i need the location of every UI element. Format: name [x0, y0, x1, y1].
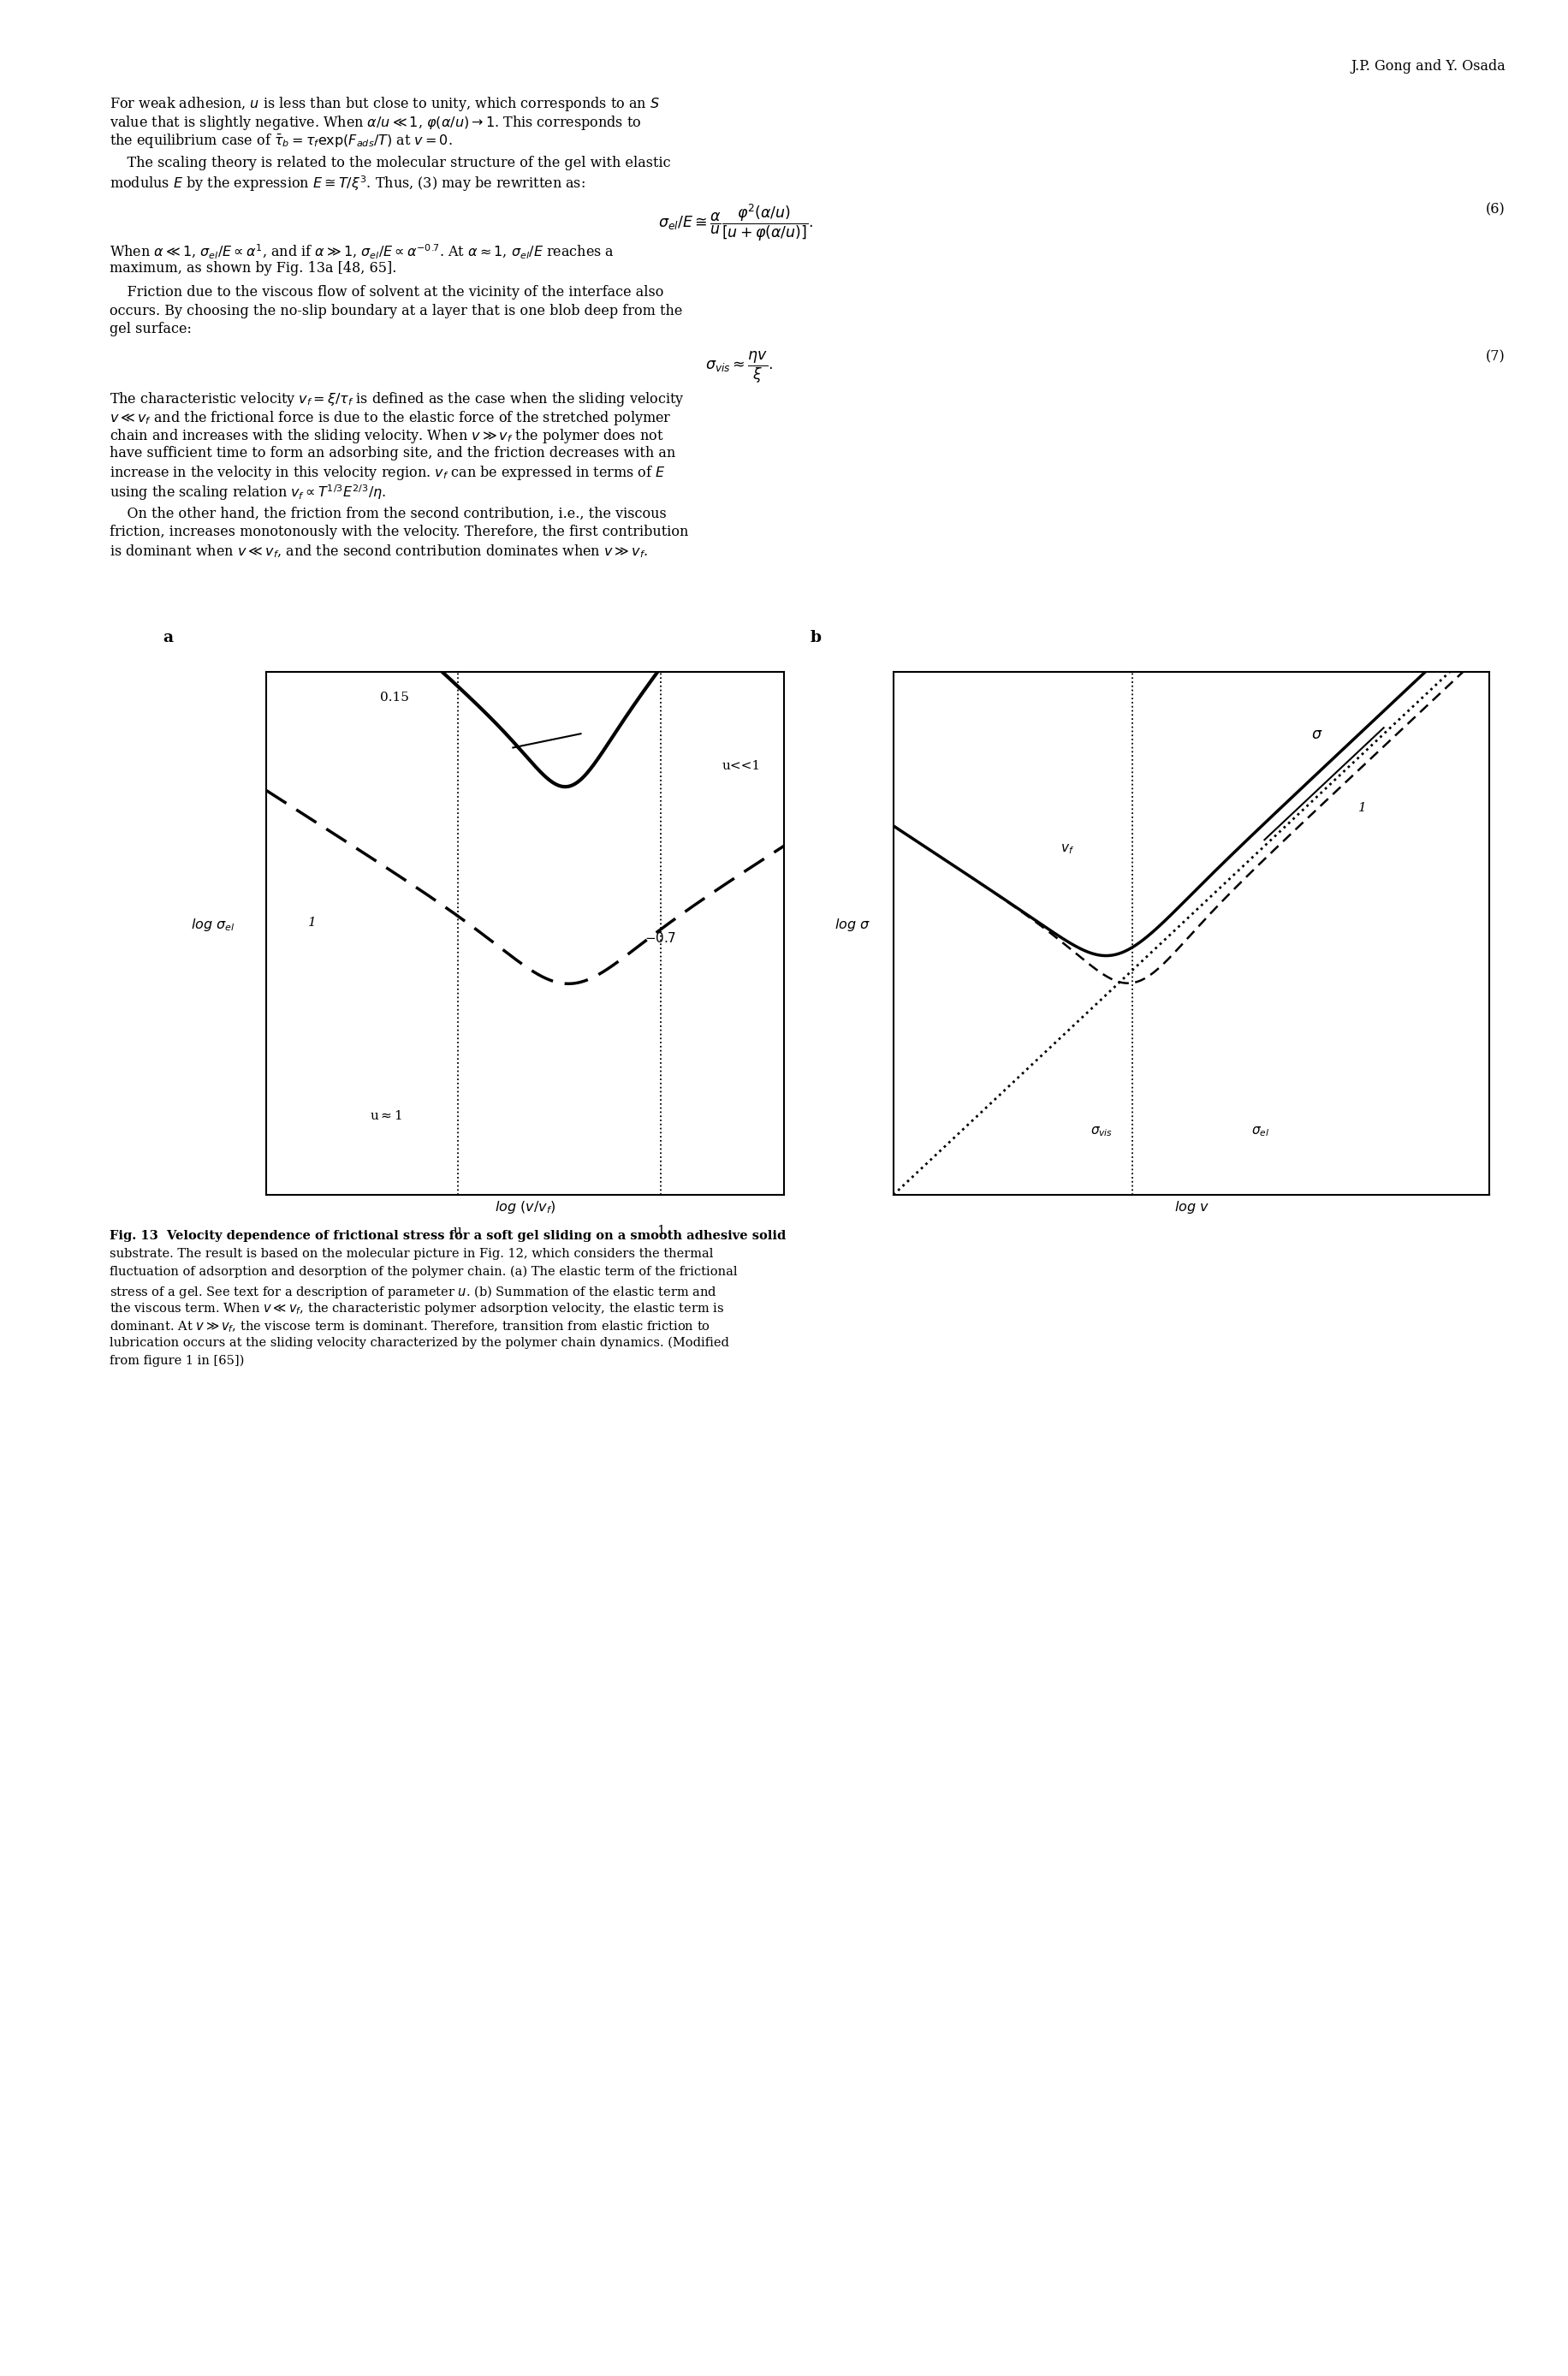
Text: 1: 1: [307, 917, 317, 929]
Text: $\sigma_{vis}$: $\sigma_{vis}$: [1090, 1126, 1113, 1138]
Text: Fig. 13  Velocity dependence of frictional stress for a soft gel sliding on a sm: Fig. 13 Velocity dependence of frictiona…: [110, 1231, 786, 1243]
Y-axis label: $log\ \sigma_{el}$: $log\ \sigma_{el}$: [191, 917, 235, 934]
Text: On the other hand, the friction from the second contribution, i.e., the viscous: On the other hand, the friction from the…: [110, 506, 666, 520]
Text: gel surface:: gel surface:: [110, 323, 191, 337]
Text: 0.15: 0.15: [381, 691, 409, 703]
Text: $\sigma_{el}$: $\sigma_{el}$: [1251, 1126, 1270, 1138]
Text: from figure 1 in [65]): from figure 1 in [65]): [110, 1354, 245, 1366]
Text: u<<1: u<<1: [721, 760, 760, 772]
Text: stress of a gel. See text for a description of parameter $u$. (b) Summation of t: stress of a gel. See text for a descript…: [110, 1283, 717, 1300]
Text: u: u: [453, 1226, 461, 1238]
Text: 1: 1: [1358, 801, 1367, 813]
Text: The characteristic velocity $v_f = \xi / \tau_f$ is defined as the case when the: The characteristic velocity $v_f = \xi /…: [110, 390, 685, 409]
Text: b: b: [811, 630, 822, 646]
Text: have sufficient time to form an adsorbing site, and the friction decreases with : have sufficient time to form an adsorbin…: [110, 447, 676, 461]
Text: $\sigma$: $\sigma$: [1311, 727, 1322, 741]
Text: modulus $E$ by the expression $E \cong T/\xi^3$. Thus, (3) may be rewritten as:: modulus $E$ by the expression $E \cong T…: [110, 173, 585, 195]
Text: $v_f$: $v_f$: [1060, 843, 1074, 855]
Text: maximum, as shown by Fig. 13a [48, 65].: maximum, as shown by Fig. 13a [48, 65].: [110, 261, 397, 276]
Text: increase in the velocity in this velocity region. $v_f$ can be expressed in term: increase in the velocity in this velocit…: [110, 463, 666, 482]
X-axis label: $log\ (v/v_f)$: $log\ (v/v_f)$: [495, 1200, 555, 1217]
Text: is dominant when $v \ll v_f$, and the second contribution dominates when $v \gg : is dominant when $v \ll v_f$, and the se…: [110, 544, 648, 561]
Text: the equilibrium case of $\bar{\tau}_b = \tau_f\exp(F_{ads}/T)$ at $v = 0$.: the equilibrium case of $\bar{\tau}_b = …: [110, 133, 453, 150]
Text: $\sigma_{vis} \approx \dfrac{\eta v}{\xi}.$: $\sigma_{vis} \approx \dfrac{\eta v}{\xi…: [706, 349, 773, 385]
Text: Friction due to the viscous flow of solvent at the vicinity of the interface als: Friction due to the viscous flow of solv…: [110, 285, 663, 299]
Text: The scaling theory is related to the molecular structure of the gel with elastic: The scaling theory is related to the mol…: [110, 157, 671, 171]
Text: 1: 1: [657, 1226, 665, 1238]
Text: (7): (7): [1486, 349, 1505, 364]
Y-axis label: $log\ \sigma$: $log\ \sigma$: [834, 917, 870, 934]
Text: lubrication occurs at the sliding velocity characterized by the polymer chain dy: lubrication occurs at the sliding veloci…: [110, 1338, 729, 1350]
Text: (6): (6): [1486, 202, 1505, 216]
Text: using the scaling relation $v_f \propto T^{1/3}E^{2/3}/\eta$.: using the scaling relation $v_f \propto …: [110, 482, 386, 501]
Text: occurs. By choosing the no-slip boundary at a layer that is one blob deep from t: occurs. By choosing the no-slip boundary…: [110, 304, 682, 318]
Text: When $\alpha \ll 1$, $\sigma_{el}/E \propto \alpha^1$, and if $\alpha \gg 1$, $\: When $\alpha \ll 1$, $\sigma_{el}/E \pro…: [110, 242, 615, 261]
Text: the viscous term. When $v \ll v_f$, the characteristic polymer adsorption veloci: the viscous term. When $v \ll v_f$, the …: [110, 1302, 724, 1316]
Text: $-0.7$: $-0.7$: [644, 931, 676, 946]
Text: dominant. At $v \gg v_f$, the viscose term is dominant. Therefore, transition fr: dominant. At $v \gg v_f$, the viscose te…: [110, 1319, 710, 1335]
Text: $\sigma_{el}/E \cong \dfrac{\alpha}{u} \dfrac{\varphi^2(\alpha/u)}{[u + \varphi(: $\sigma_{el}/E \cong \dfrac{\alpha}{u} \…: [659, 202, 814, 242]
Text: substrate. The result is based on the molecular picture in Fig. 12, which consid: substrate. The result is based on the mo…: [110, 1247, 713, 1259]
X-axis label: $log\ v$: $log\ v$: [1174, 1200, 1209, 1217]
Text: $v \ll v_f$ and the frictional force is due to the elastic force of the stretche: $v \ll v_f$ and the frictional force is …: [110, 409, 671, 428]
Text: u$\approx$1: u$\approx$1: [370, 1110, 403, 1121]
Text: value that is slightly negative. When $\alpha/u \ll 1$, $\varphi(\alpha/u) \to 1: value that is slightly negative. When $\…: [110, 114, 641, 131]
Text: a: a: [163, 630, 174, 646]
Text: J.P. Gong and Y. Osada: J.P. Gong and Y. Osada: [1350, 59, 1505, 74]
Text: For weak adhesion, $u$ is less than but close to unity, which corresponds to an : For weak adhesion, $u$ is less than but …: [110, 95, 660, 114]
Text: friction, increases monotonously with the velocity. Therefore, the first contrib: friction, increases monotonously with th…: [110, 525, 688, 539]
Text: chain and increases with the sliding velocity. When $v \gg v_f$ the polymer does: chain and increases with the sliding vel…: [110, 428, 663, 444]
Text: fluctuation of adsorption and desorption of the polymer chain. (a) The elastic t: fluctuation of adsorption and desorption…: [110, 1266, 737, 1278]
